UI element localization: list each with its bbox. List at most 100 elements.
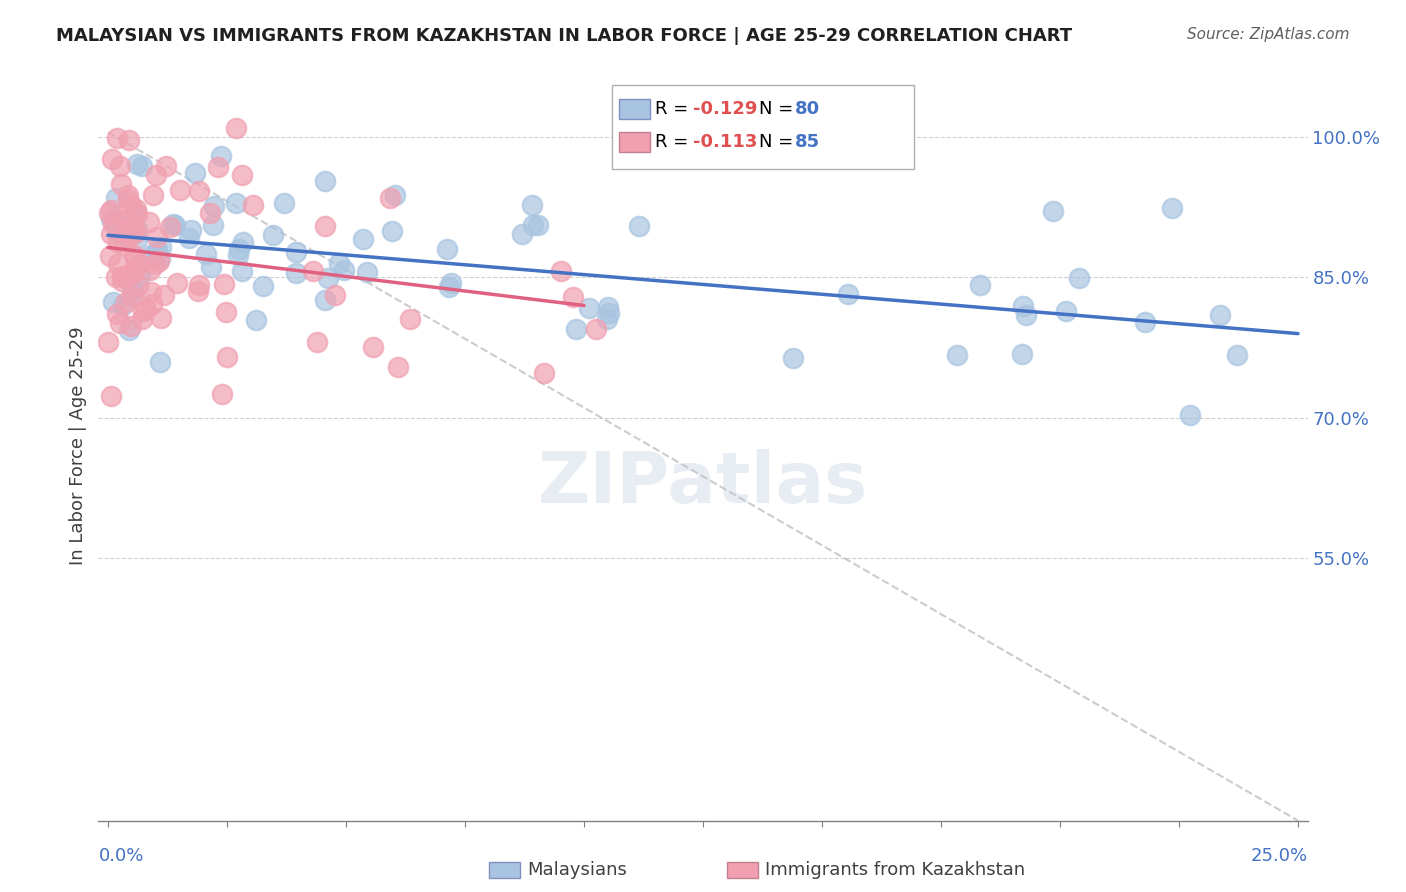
Text: 25.0%: 25.0% [1250, 847, 1308, 865]
Text: R =: R = [655, 100, 695, 118]
Point [131, 312, 153, 326]
Point [1226, 348, 1249, 362]
Point [100, 211, 122, 226]
Point [1178, 408, 1201, 422]
Point [125, 202, 148, 216]
Point [356, 265, 378, 279]
Point [146, 243, 169, 257]
Point [141, 285, 163, 299]
Point [211, 386, 233, 401]
Point [120, 228, 142, 243]
Point [103, 217, 125, 231]
Point [782, 351, 804, 365]
Point [169, 183, 191, 197]
Point [399, 311, 422, 326]
Point [101, 295, 124, 310]
Point [132, 304, 155, 318]
Point [107, 257, 129, 271]
Point [100, 389, 122, 403]
Point [328, 256, 350, 270]
Point [155, 159, 177, 173]
Point [209, 149, 232, 163]
Text: Immigrants from Kazakhstan: Immigrants from Kazakhstan [765, 861, 1025, 879]
Point [115, 229, 138, 244]
Point [242, 197, 264, 211]
Point [142, 187, 165, 202]
Point [177, 231, 200, 245]
Point [124, 262, 146, 277]
Point [1042, 203, 1064, 218]
Point [121, 286, 143, 301]
Text: Malaysians: Malaysians [527, 861, 627, 879]
Point [188, 185, 211, 199]
Point [231, 168, 253, 182]
Point [98, 249, 121, 263]
Point [969, 278, 991, 293]
Point [145, 168, 167, 182]
Point [127, 222, 149, 236]
Point [585, 322, 607, 336]
Point [110, 316, 132, 330]
Point [550, 264, 572, 278]
Point [533, 366, 555, 380]
Point [149, 251, 172, 265]
Text: R =: R = [655, 133, 695, 151]
Point [946, 348, 969, 362]
Point [111, 269, 134, 284]
Point [200, 260, 222, 275]
Point [217, 350, 239, 364]
Point [135, 302, 157, 317]
Point [148, 254, 170, 268]
Point [578, 301, 600, 315]
Point [114, 212, 136, 227]
Point [152, 288, 174, 302]
Point [184, 166, 207, 180]
Point [115, 270, 138, 285]
Point [107, 225, 129, 239]
Point [384, 188, 406, 202]
Point [436, 242, 458, 256]
Point [149, 355, 172, 369]
Point [114, 295, 136, 310]
Point [628, 219, 651, 233]
Text: N =: N = [759, 133, 799, 151]
Point [225, 196, 247, 211]
Point [111, 298, 134, 312]
Point [231, 264, 253, 278]
Point [125, 253, 148, 268]
Point [252, 278, 274, 293]
Point [118, 227, 141, 241]
Text: 0.0%: 0.0% [98, 847, 143, 865]
Point [124, 247, 146, 261]
Point [225, 120, 247, 135]
Point [121, 219, 143, 234]
Point [187, 284, 209, 298]
Point [117, 192, 139, 206]
Y-axis label: In Labor Force | Age 25-29: In Labor Force | Age 25-29 [69, 326, 87, 566]
Point [561, 289, 583, 303]
Text: 80: 80 [794, 100, 820, 118]
Point [314, 173, 336, 187]
Point [110, 177, 132, 191]
Point [228, 243, 250, 257]
Point [307, 335, 329, 350]
Point [149, 310, 172, 325]
Point [114, 212, 136, 227]
Point [440, 277, 463, 291]
Point [121, 267, 143, 281]
Point [105, 307, 128, 321]
Point [141, 297, 163, 311]
Point [837, 286, 859, 301]
Point [598, 306, 620, 320]
Point [439, 280, 461, 294]
Point [387, 359, 409, 374]
Point [166, 276, 188, 290]
Point [143, 257, 166, 271]
Text: Source: ZipAtlas.com: Source: ZipAtlas.com [1187, 27, 1350, 42]
Point [104, 270, 127, 285]
Point [381, 224, 404, 238]
Point [527, 218, 550, 232]
Point [201, 218, 224, 232]
Point [520, 197, 543, 211]
Point [215, 305, 238, 319]
